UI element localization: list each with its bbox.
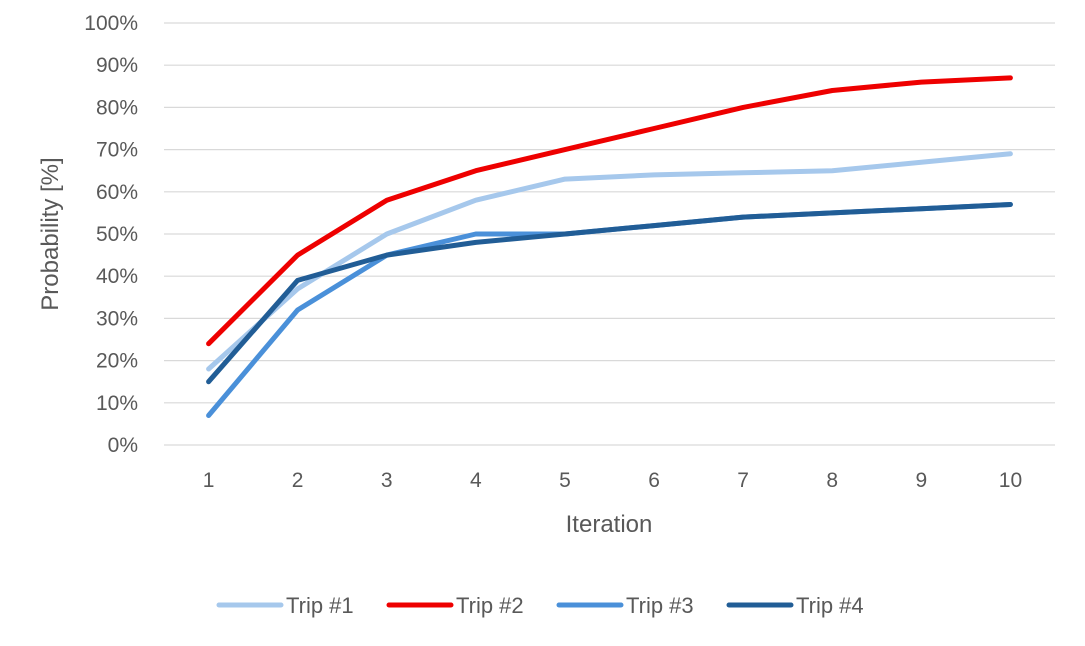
y-axis-ticks: 0% 10% 20% 30% 40% 50% 60% 70% 80% 90% 100% <box>84 12 138 457</box>
legend-label-trip-2: Trip #2 <box>456 593 524 618</box>
x-tick-label: 3 <box>381 469 393 492</box>
series-line-trip-2 <box>206 75 1013 347</box>
legend-label-trip-4: Trip #4 <box>796 593 864 618</box>
y-tick-label: 80% <box>96 96 138 119</box>
gridlines <box>164 22 1055 446</box>
series-lines <box>206 75 1013 418</box>
legend-label-trip-1: Trip #1 <box>286 593 354 618</box>
x-axis-ticks: 1 2 3 4 5 6 7 8 9 10 <box>203 469 1022 492</box>
legend: Trip #1 Trip #2 Trip #3 Trip #4 <box>216 593 864 618</box>
y-tick-label: 60% <box>96 181 138 204</box>
y-tick-label: 0% <box>108 434 138 457</box>
y-axis-title: Probability [%] <box>37 157 64 310</box>
y-tick-label: 40% <box>96 265 138 288</box>
y-tick-label: 30% <box>96 307 138 330</box>
y-tick-label: 50% <box>96 223 138 246</box>
y-tick-label: 100% <box>84 12 138 35</box>
x-tick-label: 7 <box>737 469 749 492</box>
y-tick-label: 20% <box>96 350 138 373</box>
y-tick-label: 90% <box>96 54 138 77</box>
x-tick-label: 4 <box>470 469 482 492</box>
y-tick-label: 70% <box>96 139 138 162</box>
x-tick-label: 2 <box>292 469 304 492</box>
x-axis-title: Iteration <box>566 511 653 538</box>
x-tick-label: 8 <box>826 469 838 492</box>
series-line-trip-1 <box>206 151 1013 372</box>
series-line-trip-4 <box>206 202 1013 385</box>
x-tick-label: 9 <box>916 469 928 492</box>
x-tick-label: 10 <box>999 469 1022 492</box>
x-tick-label: 5 <box>559 469 571 492</box>
legend-label-trip-3: Trip #3 <box>626 593 694 618</box>
x-tick-label: 1 <box>203 469 215 492</box>
y-tick-label: 10% <box>96 392 138 415</box>
x-tick-label: 6 <box>648 469 660 492</box>
